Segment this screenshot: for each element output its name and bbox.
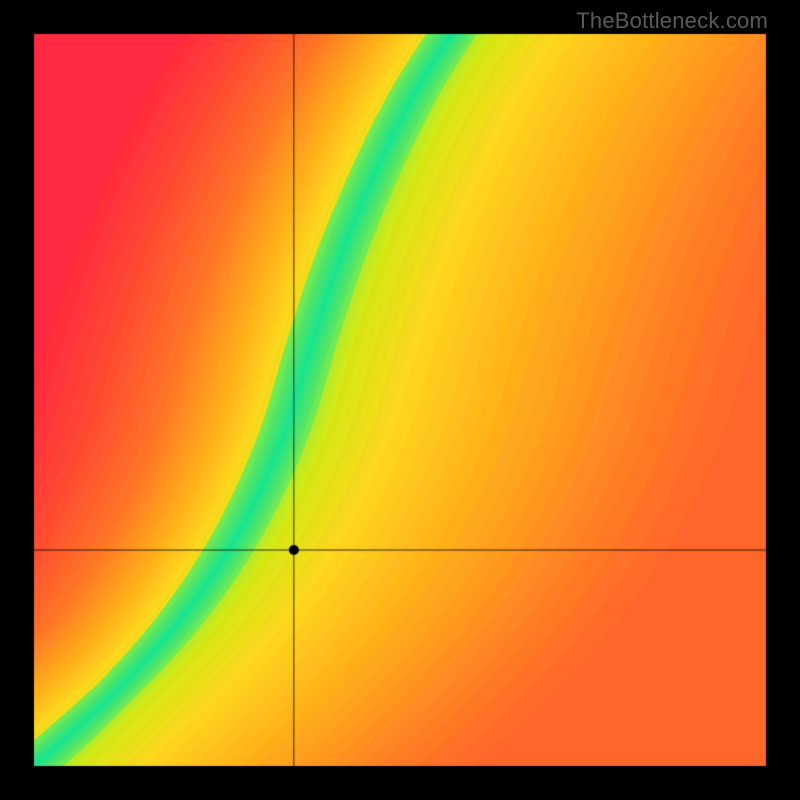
watermark-text: TheBottleneck.com <box>576 8 768 34</box>
bottleneck-heatmap <box>0 0 800 800</box>
